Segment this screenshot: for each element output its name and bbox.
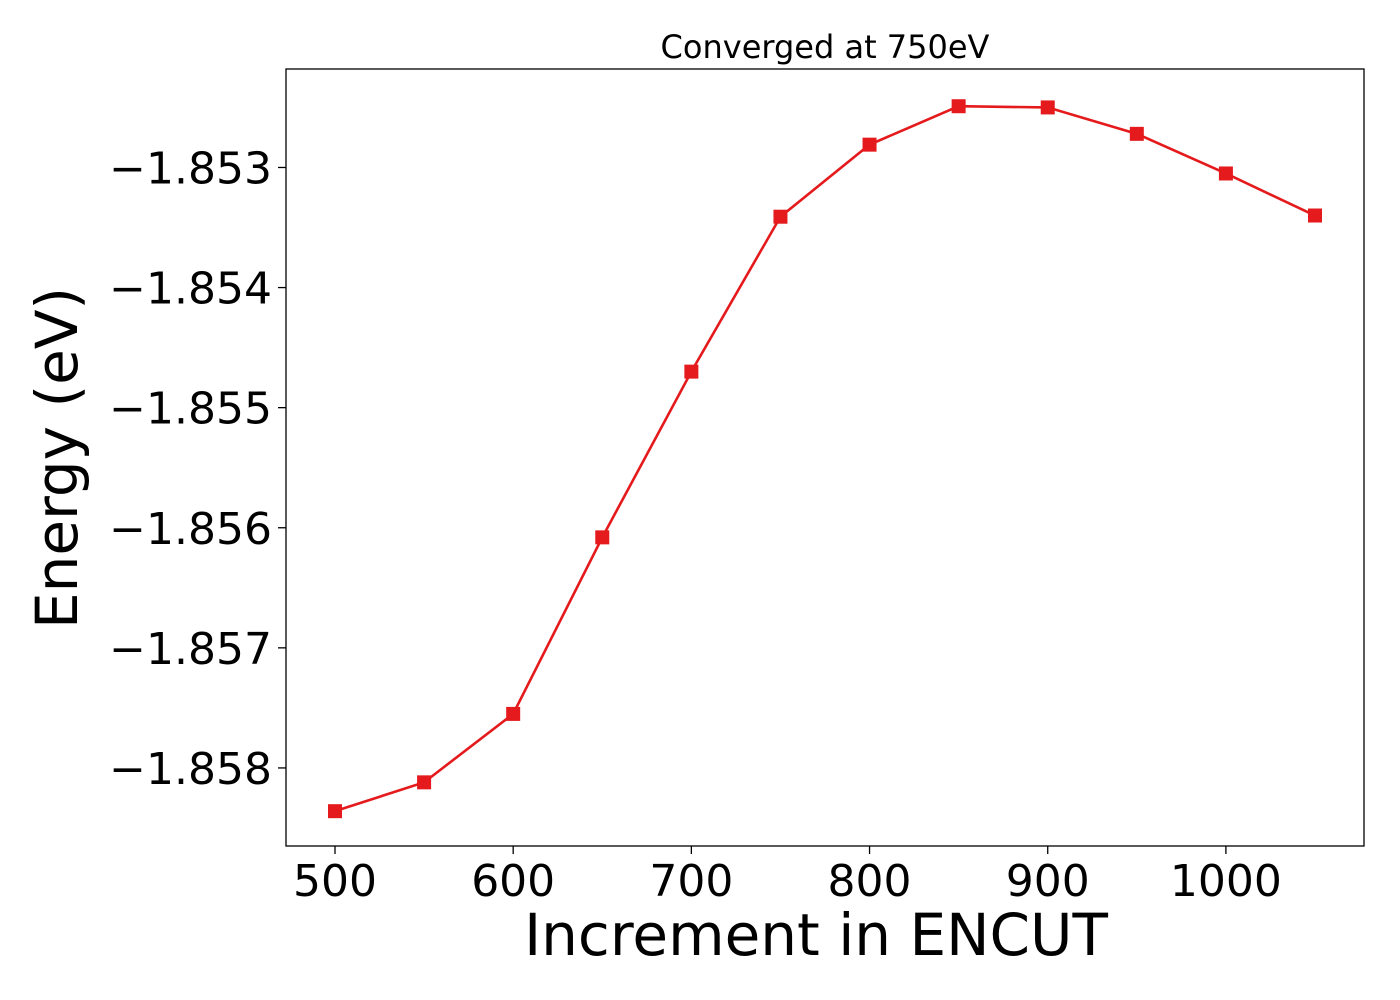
x-axis-label: Increment in ENCUT	[524, 901, 1108, 969]
plot-frame	[285, 68, 1365, 847]
data-point-marker	[684, 364, 699, 379]
data-point-marker	[417, 775, 432, 790]
y-tick-label: −1.855	[109, 384, 272, 435]
series-layer	[328, 99, 1322, 819]
y-tick-label: −1.856	[109, 504, 272, 555]
data-point-marker	[506, 706, 521, 721]
x-tick-label: 500	[293, 856, 377, 907]
data-point-marker	[328, 804, 342, 819]
x-tick-label: 1000	[1170, 856, 1282, 907]
y-axis: −1.853 −1.854 −1.855 −1.856 −1.857 −1.858	[109, 143, 286, 795]
y-tick-label: −1.853	[109, 143, 272, 194]
data-point-marker	[862, 137, 877, 152]
y-tick-label: −1.857	[109, 624, 272, 675]
x-tick-label: 900	[1006, 856, 1090, 907]
data-point-marker	[595, 530, 610, 545]
data-point-marker	[1040, 100, 1055, 115]
data-point-marker	[1308, 208, 1322, 223]
y-tick-label: −1.858	[109, 744, 272, 795]
data-point-marker	[1129, 126, 1144, 141]
data-point-marker	[951, 99, 966, 114]
chart-title: Converged at 750eV	[661, 28, 990, 66]
y-tick-label: −1.854	[109, 264, 272, 315]
series-line	[334, 104, 1316, 813]
x-tick-label: 600	[471, 856, 555, 907]
x-tick-label: 700	[649, 856, 733, 907]
y-axis-label: Energy (eV)	[23, 287, 91, 629]
data-point-marker	[773, 209, 788, 224]
data-point-marker	[1218, 166, 1233, 181]
x-tick-label: 800	[828, 856, 912, 907]
x-axis: 500 600 700 800 900 1000	[293, 846, 1282, 907]
